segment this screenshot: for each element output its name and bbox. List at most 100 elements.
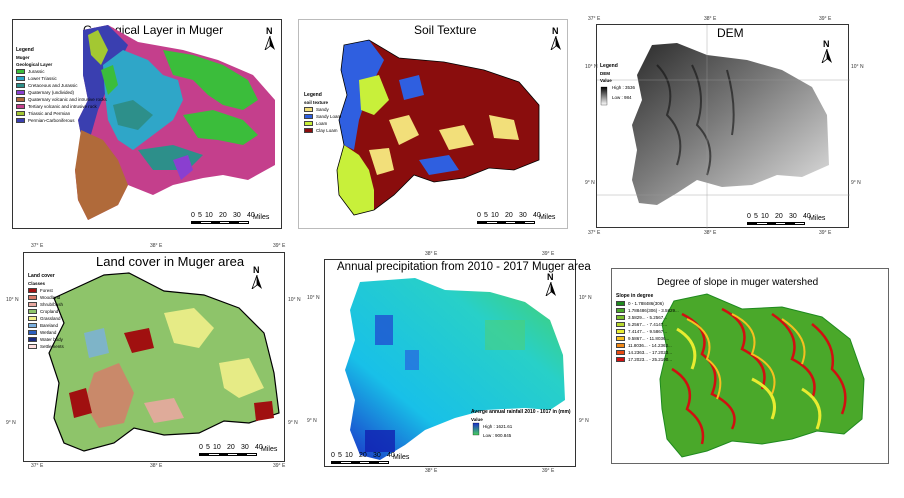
slope-map-panel: Degree of slope in muger watershed Slope… [611,268,889,464]
legend-item: Sandy Loam [304,113,341,120]
legend-label: 7.4147... - 9.5867... [628,329,668,334]
scale-bar-graphic [747,222,805,225]
legend-item: Settlements [28,343,64,350]
coord-label: 10° N [307,295,320,301]
legend-entries: Forest Woodland Shrub/bush Cropland Grasslan… [28,287,64,350]
scale-tick-label: 20 [359,452,367,459]
north-arrow-icon: N [549,26,563,50]
legend-label: Shrub/bush [40,302,64,307]
legend-swatch [16,90,25,95]
scale-tick-label: 0 [191,212,195,219]
coord-label: 10° N [579,295,592,301]
scale-tick-label: 40 [803,213,811,220]
legend-label: Jurassic [28,69,45,74]
north-arrow-icon: N [544,272,558,296]
precipitation-map-frame: Annual precipitation from 2010 - 2017 Mu… [324,259,591,467]
coord-label: 37° E [31,243,44,249]
coord-label: 39° E [542,468,555,474]
coord-label: 39° E [819,16,832,22]
geology-map [75,25,275,220]
legend-item: Sandy [304,106,341,113]
coord-label: 38° E [150,463,163,469]
legend-item: 17.2023... - 25.2100... [616,356,679,363]
scale-bar-graphic [191,221,249,224]
soil-texture-map-panel: Soil Texture N Legend soil texture Sandy… [298,19,568,229]
precipitation-map [345,278,565,460]
scale-tick-label: 30 [519,212,527,219]
coord-label: 39° E [273,463,286,469]
legend-label: Bareland [40,323,59,328]
coord-label: 37° E [588,16,601,22]
legend-swatch [28,316,37,321]
legend-item: Quaternary volcanic and intrusive rocks [16,96,107,103]
scale-tick-label: 40 [533,212,541,219]
legend-label: Lower Triassic [28,76,57,81]
slope-legend: Slope in degree 0 - 1.788486(306) 1.78848… [616,293,679,363]
landcover-map-frame: Land cover in Muger area N Land cover Cl… [23,252,285,462]
legend-label: 14.2363... - 17.2023... [628,350,673,355]
scale-tick-label: 30 [789,213,797,220]
legend-entries: Sandy Sandy Loam Loam Clay Loam [304,106,341,134]
scale-tick-label: 5 [754,213,758,220]
coord-label: 39° E [273,243,286,249]
landcover-map [48,272,280,452]
coord-label: 37° E [31,463,44,469]
dem-map [597,25,850,229]
legend-swatch [616,308,625,313]
scale-bar: 0 5 10 20 30 40 Miles [747,213,825,225]
legend-subheading: soil texture [304,100,329,105]
landcover-map-panel: 37° E 38° E 39° E 37° E 38° E 39° E 10° … [6,242,301,472]
legend-item: Quaternary (undivided) [16,89,107,96]
scale-bar: 0 5 10 20 30 40 Miles [191,212,269,224]
legend-item: Cropland [28,308,64,315]
legend-label: 1.788486(306) - 3.5829... [628,308,679,313]
scale-tick-label: 30 [233,212,241,219]
scale-tick-label: 40 [387,452,395,459]
coord-label: 38° E [150,243,163,249]
legend-label: Quaternary (undivided) [28,90,75,95]
scale-tick-label: 0 [331,452,335,459]
legend-label: Triassic and Permian [28,111,71,116]
coord-label: 38° E [425,251,438,257]
legend-item: Shrub/bush [28,301,64,308]
slope-map [659,293,865,458]
coord-label: 10° N [585,64,598,70]
legend-item: 11.8036... - 14.2363... [616,342,679,349]
scale-tick-label: 20 [505,212,513,219]
scale-bar-graphic [331,461,389,464]
legend-heading: Land cover [28,273,55,279]
north-arrow-icon: N [820,39,834,63]
legend-label: Grassland [40,316,61,321]
legend-swatch [304,114,313,119]
legend-label: Woodland [40,295,61,300]
legend-item: 1.788486(306) - 3.5829... [616,307,679,314]
legend-swatch [616,301,625,306]
scale-bar: 0 5 10 20 30 40 Miles [477,212,555,224]
landcover-map-title: Land cover in Muger area [96,254,245,269]
legend-item: 0 - 1.788486(306) [616,300,679,307]
coord-label: 10° N [851,64,864,70]
coord-label: 9° N [6,420,16,426]
precip-low-label: Low : 900.845 [483,433,512,438]
landcover-legend: Land cover Classes Forest Woodland Shrub/b… [28,273,64,350]
legend-swatch [16,83,25,88]
legend-label: Permian-Carboniferous [28,118,75,123]
scale-tick-label: 20 [775,213,783,220]
coord-label: 39° E [819,230,832,236]
scale-tick-label: 10 [205,212,213,219]
legend-subheading: Classes [28,281,46,286]
legend-item: Woodland [28,294,64,301]
legend-swatch [28,309,37,314]
legend-item: Bareland [28,322,64,329]
legend-swatch [28,344,37,349]
legend-swatch [304,121,313,126]
slope-map-title: Degree of slope in muger watershed [657,277,819,288]
legend-label: Wetland [40,330,57,335]
legend-swatch [16,69,25,74]
scale-bar: 0 5 10 20 30 40 Miles [199,444,277,456]
north-arrow-icon: N [250,265,264,289]
legend-item: 14.2363... - 17.2023... [616,349,679,356]
dem-map-frame: DEM N Leg [596,24,850,229]
legend-item: Lower Triassic [16,75,107,82]
scale-tick-label: 10 [345,452,353,459]
